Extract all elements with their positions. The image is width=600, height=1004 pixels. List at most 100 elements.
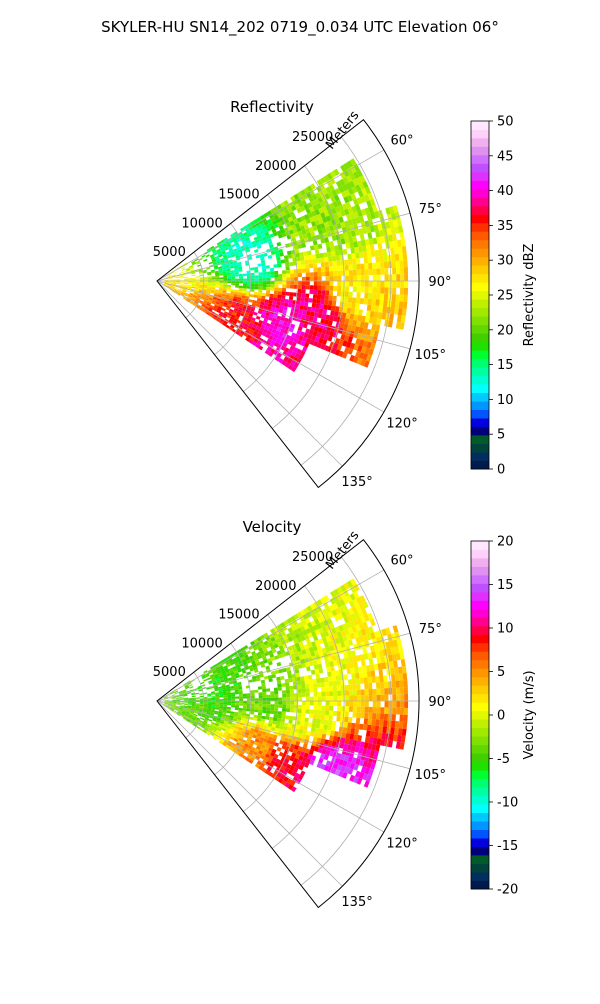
reflectivity-gate — [212, 284, 216, 286]
velocity-gate — [303, 726, 308, 731]
reflectivity-gate — [351, 303, 356, 309]
velocity-gate — [341, 706, 345, 711]
velocity-gate — [328, 676, 333, 681]
velocity-colorbar-swatch — [471, 558, 489, 567]
reflectivity-gate — [305, 268, 309, 273]
reflectivity-gate — [400, 267, 404, 274]
velocity-gate — [313, 683, 317, 688]
velocity-gate — [288, 723, 293, 727]
reflectivity-gate — [343, 302, 348, 308]
reflectivity-gate — [360, 298, 365, 304]
velocity-gate — [192, 696, 196, 698]
velocity-gate — [286, 690, 290, 694]
velocity-gate — [318, 692, 322, 697]
velocity-colorbar-swatch — [471, 745, 489, 754]
velocity-gate — [375, 676, 380, 683]
reflectivity-gate — [256, 255, 261, 259]
reflectivity-gate — [360, 264, 364, 270]
velocity-gate — [212, 704, 216, 706]
reflectivity-gate — [174, 271, 178, 273]
velocity-gate — [341, 696, 345, 701]
velocity-gate — [278, 704, 282, 708]
reflectivity-gate — [341, 265, 345, 271]
velocity-gate — [369, 689, 373, 695]
velocity-gate — [200, 702, 204, 703]
reflectivity-gate — [256, 316, 261, 320]
velocity-gate — [286, 686, 290, 690]
reflectivity-gate — [373, 275, 377, 281]
reflectivity-gate — [316, 303, 321, 308]
reflectivity-gate — [250, 294, 254, 297]
reflectivity-colorbar-swatch — [471, 308, 489, 317]
velocity-gate — [286, 697, 290, 701]
velocity-gate — [208, 698, 212, 700]
velocity-gate — [285, 683, 289, 687]
reflectivity-gate — [277, 260, 281, 264]
reflectivity-gate — [216, 278, 220, 280]
reflectivity-colorbar-swatch — [471, 129, 489, 138]
reflectivity-gate — [335, 306, 340, 312]
reflectivity-gate — [364, 293, 368, 299]
reflectivity-gate — [302, 285, 306, 289]
velocity-gate — [282, 708, 286, 712]
velocity-gate — [327, 672, 332, 677]
velocity-gate — [196, 697, 200, 698]
velocity-gate — [204, 702, 208, 704]
reflectivity-gate — [259, 281, 263, 284]
reflectivity-colorbar-swatch — [471, 206, 489, 215]
velocity-gate — [395, 674, 400, 681]
velocity-gate — [308, 722, 313, 727]
reflectivity-colorbar-swatch — [471, 121, 489, 130]
reflectivity-gate — [320, 258, 325, 263]
reflectivity-gate — [239, 286, 243, 289]
reflectivity-gate — [317, 267, 321, 272]
reflectivity-gate — [329, 261, 333, 266]
velocity-colorbar-swatch — [471, 702, 489, 711]
reflectivity-gate — [183, 271, 187, 273]
velocity-gate — [289, 716, 293, 720]
velocity-gate — [364, 713, 368, 719]
velocity-gate — [392, 714, 396, 721]
reflectivity-gate — [353, 281, 357, 287]
velocity-colorbar-swatch — [471, 660, 489, 669]
reflectivity-gate — [227, 275, 231, 277]
velocity-gate — [347, 668, 352, 674]
velocity-gate — [359, 724, 364, 730]
reflectivity-gate — [215, 276, 219, 278]
reflectivity-gate — [250, 267, 254, 270]
velocity-gate — [311, 670, 316, 675]
velocity-gate — [329, 681, 333, 686]
velocity-gate — [325, 687, 329, 692]
velocity-gate — [403, 715, 408, 722]
reflectivity-gate — [403, 302, 408, 309]
velocity-gate — [368, 677, 373, 683]
reflectivity-gate — [253, 312, 258, 316]
reflectivity-gate — [303, 251, 308, 256]
velocity-gate — [274, 694, 278, 698]
reflectivity-gate — [399, 301, 404, 308]
velocity-gate — [371, 670, 376, 677]
velocity-gate — [223, 697, 227, 699]
reflectivity-gate — [340, 255, 345, 261]
reflectivity-gate — [404, 281, 408, 288]
reflectivity-gate — [285, 263, 289, 267]
reflectivity-gate — [324, 257, 329, 262]
velocity-gate — [278, 711, 282, 715]
reflectivity-gate — [251, 273, 255, 276]
velocity-field — [163, 578, 408, 792]
reflectivity-gate — [295, 305, 300, 310]
reflectivity-gate — [329, 286, 333, 291]
velocity-gate — [380, 682, 384, 689]
velocity-gate — [180, 704, 184, 705]
velocity-gate — [289, 686, 293, 690]
velocity-gate — [383, 675, 388, 682]
velocity-gate — [377, 695, 381, 701]
velocity-gate — [329, 711, 333, 716]
velocity-gate — [392, 701, 396, 708]
reflectivity-gate — [262, 287, 266, 290]
reflectivity-gate — [400, 281, 404, 288]
reflectivity-gate — [216, 283, 220, 285]
velocity-gate — [388, 701, 392, 708]
reflectivity-gate — [399, 253, 404, 260]
velocity-gate — [235, 703, 239, 705]
